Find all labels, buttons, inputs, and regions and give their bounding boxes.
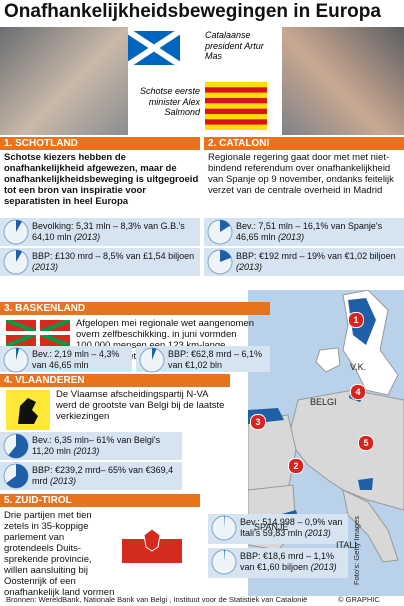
stat-year: (2013) [50, 475, 77, 486]
pie-slice [8, 434, 29, 458]
stat-year: (2013) [310, 561, 337, 572]
map-marker: 4 [350, 384, 366, 400]
credit: © GRAPHIC NEWS [338, 595, 380, 606]
stat-row: BBP: €192 mrd – 19% van €1,02 biljoen (2… [204, 248, 404, 276]
stat-row: BBP: €62,8 mrd – 6,1% van €1,02 bln [136, 346, 270, 373]
section-text: Regionale regering gaat door met met nie… [208, 152, 394, 196]
caption-right: Catalaanse president Artur Mas [205, 30, 264, 61]
map-label: SPANJE [254, 522, 289, 532]
stat-year: (2013) [236, 261, 263, 272]
pie [3, 433, 29, 459]
stat-row: BBP: £130 mrd – 8,5% van £1,54 biljoen (… [0, 248, 200, 276]
stat-text: Bevolking: 5,31 mln – 8,3% van G.B.'s 64… [32, 221, 198, 242]
sources: Bronnen: WereldBank, Nationale Bank van … [6, 595, 308, 604]
section-header: 1. SCHOTLAND [0, 137, 200, 150]
stat-text: Bev.: 7,51 mln – 16,1% van Spanje's 46,6… [236, 221, 402, 242]
stat-value: Bev.: 2,19 mln – 4,3% van 46,65 mln [32, 349, 120, 370]
pie-slice [220, 220, 231, 232]
stat-text: BBP: €18,6 mrd – 1,1% van €1,60 biljoen … [240, 551, 346, 572]
stat-year: (2013) [304, 527, 331, 538]
stat-value: BBP: £130 mrd – 8,5% van £1,54 biljoen [32, 251, 195, 261]
map-marker: 5 [358, 435, 374, 451]
section-text: Drie partijen met tien zetels in 35-kopp… [4, 510, 115, 598]
stat-row: Bev.: 6,35 mln– 61% van Belgi's 11,20 ml… [0, 432, 182, 460]
map-marker: 2 [288, 458, 304, 474]
pie [3, 347, 29, 373]
section-text: Schotse kiezers hebben de onafhankelijkh… [4, 152, 199, 207]
pie [3, 463, 29, 489]
stat-value: Bev.: 6,35 mln– 61% van Belgi's 11,20 ml… [32, 435, 161, 456]
pie-slice [224, 550, 225, 562]
stat-value: Bev.: 514.998 – 0,9% van Itali's 59,83 m… [240, 517, 343, 538]
pie-slice [16, 220, 22, 232]
stat-row: Bev.: 7,51 mln – 16,1% van Spanje's 46,6… [204, 218, 404, 246]
flag-flanders [6, 390, 50, 430]
stat-value: BBP: €239,2 mrd– 65% van €369,4 mrd [32, 465, 174, 486]
map-marker: 1 [348, 312, 364, 328]
section-header: 4. VLAANDEREN [0, 374, 230, 387]
map-marker: 3 [250, 414, 266, 430]
stat-text: Bev.: 6,35 mln– 61% van Belgi's 11,20 ml… [32, 435, 180, 456]
stat-year: (2013) [73, 445, 100, 456]
section-header: 3. BASKENLAND [0, 302, 270, 315]
stat-text: Bev.: 514.998 – 0,9% van Itali's 59,83 m… [240, 517, 346, 538]
stat-value: Bevolking: 5,31 mln – 8,3% van G.B.'s 64… [32, 221, 185, 242]
stat-text: BBP: €192 mrd – 19% van €1,02 biljoen (2… [236, 251, 402, 272]
flag-south-tyrol [122, 515, 182, 563]
flag-scotland [128, 31, 180, 65]
pie [211, 515, 237, 541]
caption-left: Schotse eerste minister Alex Salmond [139, 86, 200, 117]
stat-value: BBP: €62,8 mrd – 6,1% van €1,02 bln [168, 349, 263, 370]
pie-slice [16, 250, 23, 262]
flag-catalonia [205, 82, 267, 130]
photo-salmond [0, 27, 128, 135]
pie-slice [152, 348, 157, 360]
photo-mas [282, 27, 404, 135]
stat-row: BBP: €18,6 mrd – 1,1% van €1,60 biljoen … [208, 548, 348, 578]
map-label: V.K. [350, 362, 367, 372]
stat-row: Bevolking: 5,31 mln – 8,3% van G.B.'s 64… [0, 218, 200, 246]
stat-value: BBP: €18,6 mrd – 1,1% van €1,60 biljoen [240, 551, 335, 572]
stat-text: BBP: €62,8 mrd – 6,1% van €1,02 bln [168, 349, 268, 370]
title: Onafhankelijkheidsbewegingen in Europa [4, 1, 381, 22]
stat-text: Bev.: 2,19 mln – 4,3% van 46,65 mln [32, 349, 130, 370]
pie [3, 219, 29, 245]
pie [207, 249, 233, 275]
section-header: 2. CATALONI [204, 137, 404, 150]
pie [139, 347, 165, 373]
photo-credit: Foto's: Getty Images [352, 516, 361, 585]
flag-basque [6, 320, 70, 346]
stat-text: BBP: £130 mrd – 8,5% van £1,54 biljoen (… [32, 251, 198, 272]
stat-text: BBP: €239,2 mrd– 65% van €369,4 mrd (201… [32, 465, 180, 486]
map [248, 290, 404, 596]
map-label: ITALI [336, 540, 357, 550]
pie [3, 249, 29, 275]
pie-slice [6, 464, 28, 488]
map-label: BELGI [310, 397, 337, 407]
stat-value: BBP: €192 mrd – 19% van €1,02 biljoen [236, 251, 396, 261]
pie [211, 549, 237, 575]
pie [207, 219, 233, 245]
stat-value: Bev.: 7,51 mln – 16,1% van Spanje's 46,6… [236, 221, 383, 242]
section-text: De Vlaamse afscheidingspartij N-VA werd … [56, 389, 225, 422]
pie-slice [220, 250, 232, 262]
stat-year: (2013) [74, 231, 101, 242]
stat-row: BBP: €239,2 mrd– 65% van €369,4 mrd (201… [0, 462, 182, 490]
stat-row: Bev.: 514.998 – 0,9% van Itali's 59,83 m… [208, 514, 348, 544]
section-header: 5. ZUID-TIROL [0, 494, 200, 507]
stat-year: (2013) [278, 231, 305, 242]
stat-year: (2013) [32, 261, 59, 272]
pie-slice [16, 348, 20, 360]
stat-row: Bev.: 2,19 mln – 4,3% van 46,65 mln [0, 346, 132, 373]
pie-slice [224, 516, 225, 528]
